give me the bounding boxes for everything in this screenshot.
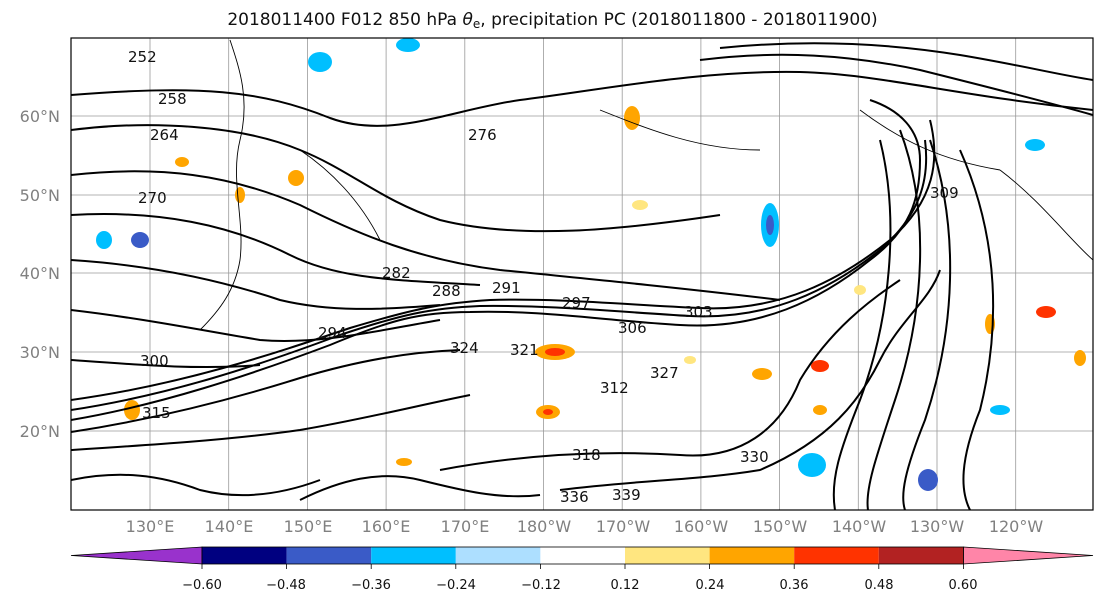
- contour-label: 336: [560, 488, 589, 506]
- colorbar-extend-high: [963, 546, 1094, 565]
- lon-label: 130°E: [126, 517, 175, 536]
- colorbar-tick-label: 0.12: [611, 578, 640, 593]
- map-title: 2018011400 F012 850 hPa θe, precipitatio…: [227, 10, 878, 31]
- colorbar-segment: [286, 547, 372, 564]
- colorbar-segment: [709, 547, 795, 564]
- lon-label: 120°W: [989, 517, 1044, 536]
- contour-label: 318: [572, 446, 601, 464]
- lon-label: 150°E: [284, 517, 333, 536]
- longitude-labels: 130°E 140°E 150°E 160°E 170°E 180°W 170°…: [126, 517, 1044, 536]
- contour-label: 339: [612, 486, 641, 504]
- lat-label: 60°N: [20, 107, 60, 126]
- contour-label: 297: [562, 294, 591, 312]
- contour-label: 294: [318, 324, 347, 342]
- colorbar-segment: [202, 547, 287, 564]
- colorbar-segment: [625, 547, 710, 564]
- contour-label: 315: [142, 404, 171, 422]
- colorbar-segment: [794, 547, 879, 564]
- colorbar-frame: [201, 546, 964, 565]
- contour-label: 300: [140, 352, 169, 370]
- colorbar-segment: [371, 547, 456, 564]
- theta-e-contours: [71, 42, 1093, 510]
- lon-label: 160°W: [674, 517, 729, 536]
- map-frame: [70, 37, 1094, 511]
- lon-label: 160°E: [362, 517, 411, 536]
- contour-label: 282: [382, 264, 411, 282]
- lat-label: 40°N: [20, 264, 60, 283]
- lat-label: 50°N: [20, 186, 60, 205]
- colorbar-ticks: −0.60 −0.48 −0.36 −0.24 −0.12 0.12 0.24 …: [182, 578, 977, 593]
- colorbar-tick-label: −0.48: [266, 578, 306, 593]
- contour-label: 321: [510, 341, 539, 359]
- contour-labels: 252 258 264 270 276 282 288 291 294 297 …: [128, 48, 959, 506]
- contour-label: 309: [930, 184, 959, 202]
- colorbar-tick-label: −0.12: [521, 578, 561, 593]
- colorbar-tick-label: 0.48: [865, 578, 894, 593]
- lat-label: 30°N: [20, 343, 60, 362]
- latitude-labels: 60°N 50°N 40°N 30°N 20°N: [20, 107, 60, 441]
- contour-label: 330: [740, 448, 769, 466]
- colorbar-tick-label: 0.60: [949, 578, 978, 593]
- lon-label: 150°W: [753, 517, 808, 536]
- colorbar-segment: [878, 547, 964, 564]
- colorbar-extend-low: [70, 546, 203, 565]
- contour-label: 303: [684, 303, 713, 321]
- contour-label: 306: [618, 319, 647, 337]
- colorbar-tick-label: −0.36: [351, 578, 391, 593]
- lon-label: 180°W: [517, 517, 572, 536]
- colorbar-segment: [455, 547, 541, 564]
- contour-label: 252: [128, 48, 157, 66]
- lat-label: 20°N: [20, 422, 60, 441]
- lon-label: 170°W: [596, 517, 651, 536]
- contour-label: 264: [150, 126, 179, 144]
- colorbar-tick-label: 0.24: [696, 578, 725, 593]
- lon-label: 140°W: [832, 517, 887, 536]
- contour-label: 288: [432, 282, 461, 300]
- colorbar: [70, 546, 1094, 569]
- precip-shading: [96, 38, 1086, 491]
- contour-label: 327: [650, 364, 679, 382]
- contour-label: 258: [158, 90, 187, 108]
- lon-label: 140°E: [205, 517, 254, 536]
- contour-label: 324: [450, 339, 479, 357]
- lon-label: 130°W: [910, 517, 965, 536]
- colorbar-tick-label: −0.60: [182, 578, 222, 593]
- lon-label: 170°E: [441, 517, 490, 536]
- coastlines: [199, 39, 1093, 331]
- contour-label: 291: [492, 279, 521, 297]
- contour-label: 270: [138, 189, 167, 207]
- colorbar-segment: [540, 547, 625, 564]
- colorbar-tick-label: −0.24: [436, 578, 476, 593]
- contour-label: 312: [600, 379, 629, 397]
- colorbar-tick-label: 0.36: [780, 578, 809, 593]
- contour-label: 276: [468, 126, 497, 144]
- map-panel: [71, 38, 1093, 510]
